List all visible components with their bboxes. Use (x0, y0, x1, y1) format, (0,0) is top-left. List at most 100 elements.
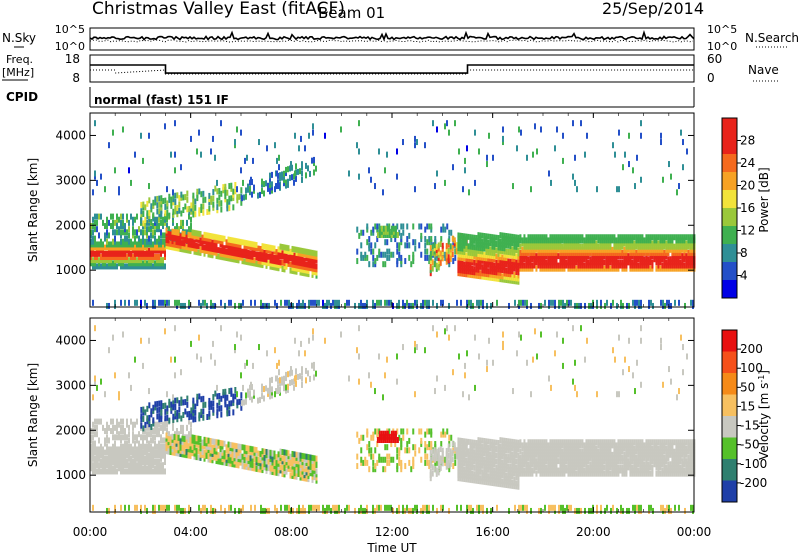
y-tick-label: 2000 (55, 218, 86, 232)
velocity-cell (257, 397, 259, 404)
power-cell (261, 188, 263, 195)
power-cell (689, 234, 692, 241)
power-cell (623, 246, 626, 253)
velocity-cell (648, 504, 650, 511)
velocity-cell (312, 504, 314, 511)
power-cell (199, 237, 202, 244)
power-cell (245, 193, 247, 200)
power-cell (469, 234, 472, 241)
velocity-cell (261, 448, 264, 455)
power-cell (609, 249, 612, 256)
power-cell (372, 226, 375, 233)
power-cell (166, 223, 168, 230)
nsky-tick-top: 10^5 (55, 23, 85, 36)
power-cell (629, 246, 632, 253)
power-cell (358, 120, 360, 127)
power-cell (475, 272, 478, 279)
power-cell (179, 242, 182, 249)
power-cell (593, 259, 596, 266)
power-cell (285, 182, 287, 189)
velocity-cell (307, 454, 310, 461)
velocity-cell (146, 434, 148, 441)
velocity-cell (164, 402, 167, 409)
velocity-cell (162, 424, 164, 431)
velocity-cell (126, 462, 128, 469)
velocity-cell (154, 452, 156, 459)
power-cell (639, 234, 642, 241)
power-cell (579, 259, 582, 266)
power-cell (474, 129, 476, 136)
velocity-cell (134, 455, 136, 462)
power-cell (579, 262, 582, 269)
velocity-cell (420, 437, 423, 444)
velocity-cell (234, 393, 237, 400)
power-cell (199, 246, 202, 253)
velocity-cell (441, 450, 444, 457)
velocity-cell (236, 402, 239, 409)
velocity-cell (293, 470, 296, 477)
power-cell (625, 259, 628, 266)
power-cell (152, 247, 154, 254)
power-cell (577, 249, 580, 256)
power-cell (174, 198, 177, 205)
velocity-cell (122, 455, 124, 462)
power-cell (162, 299, 164, 306)
velocity-cell (255, 447, 258, 454)
power-cell (106, 232, 108, 239)
power-cell (647, 240, 650, 247)
power-cell (483, 270, 486, 277)
power-cell (366, 223, 369, 230)
power-cell (573, 256, 576, 263)
velocity-cell (146, 452, 148, 459)
power-cell (445, 243, 448, 250)
power-cell (597, 237, 600, 244)
power-cell (448, 229, 451, 236)
power-cell (271, 171, 273, 178)
power-cell (493, 247, 496, 254)
power-cell (601, 240, 604, 247)
power-cell (198, 188, 201, 195)
velocity-cell (277, 460, 280, 467)
power-cell (505, 255, 508, 262)
power-cell (236, 186, 238, 193)
velocity-cell (265, 458, 268, 465)
power-cell (657, 234, 660, 241)
power-cell (495, 234, 498, 241)
power-cell (206, 209, 209, 216)
velocity-cell (259, 466, 262, 473)
power-cell (368, 261, 371, 268)
power-cell (511, 233, 514, 240)
power-cell (629, 240, 632, 247)
power-cell (124, 238, 126, 245)
power-cell (475, 238, 478, 245)
power-cell (291, 174, 293, 181)
power-cell (193, 242, 196, 249)
power-cell (280, 299, 282, 306)
power-cell (178, 207, 181, 214)
velocity-cell (670, 507, 672, 514)
power-cell (299, 263, 302, 270)
power-cell (110, 263, 112, 270)
power-cell (486, 302, 488, 309)
power-cell (100, 254, 102, 261)
velocity-cell (138, 446, 140, 453)
velocity-cell (410, 466, 413, 473)
velocity-cell (268, 507, 270, 514)
power-cell (681, 237, 684, 244)
power-cell (565, 246, 568, 253)
power-cell (128, 250, 130, 257)
power-cell (338, 302, 340, 309)
velocity-cell (441, 454, 444, 461)
power-cell (388, 232, 391, 239)
power-cell (683, 240, 686, 247)
power-cell (169, 234, 172, 241)
velocity-cell (112, 449, 114, 456)
power-cell (613, 265, 616, 272)
velocity-cell (224, 388, 227, 395)
velocity-cell (406, 428, 409, 435)
velocity-cell (228, 400, 231, 407)
velocity-cell (108, 437, 110, 444)
power-cell (112, 129, 114, 136)
velocity-cell (221, 459, 224, 466)
velocity-cell (160, 403, 163, 410)
